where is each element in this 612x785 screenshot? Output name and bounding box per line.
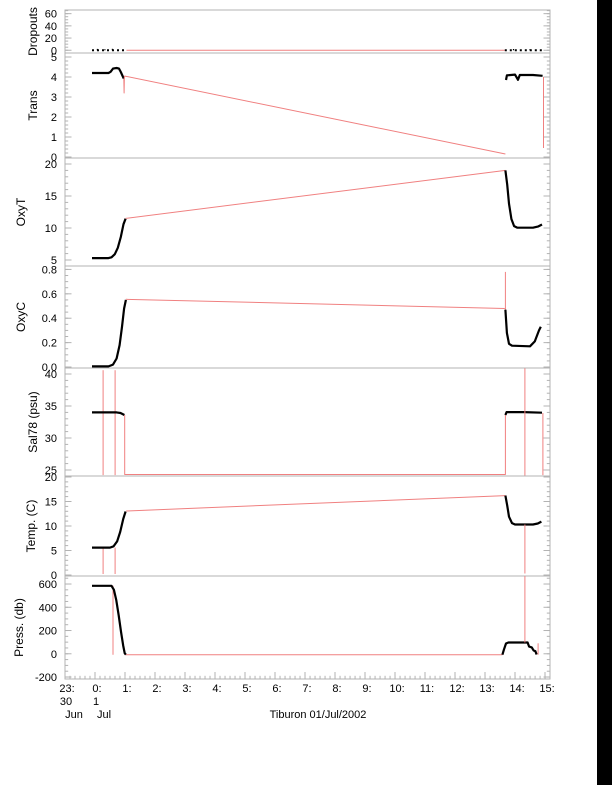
x-month-label: Jul: [97, 709, 111, 721]
y-axis-title-sal78-psu: Sal78 (psu): [26, 391, 40, 452]
x-tick-label: 10:: [389, 683, 404, 695]
series-trans-dive1-black: [92, 66, 125, 80]
x-tick-label: 7:: [302, 683, 311, 695]
y-tick-label: 0.0: [42, 362, 57, 374]
y-tick-label: 10: [45, 521, 57, 533]
x-tick-label: 0:: [92, 683, 101, 695]
x-tick-label: 15:: [539, 683, 554, 695]
panel-box-temp-c: [64, 475, 551, 577]
y-tick-label: 200: [39, 626, 57, 638]
y-tick-label: 5: [51, 546, 57, 558]
y-tick-label: 0: [51, 649, 57, 661]
series-temp-dive2-black: [504, 495, 542, 526]
series-temp-dive1-black: [92, 511, 127, 549]
x-tick-label: 3:: [182, 683, 191, 695]
y-axis-title-oxyc: OxyC: [14, 302, 28, 332]
y-tick-label: 20: [45, 472, 57, 484]
y-axis-title-trans: Trans: [26, 90, 40, 120]
series-trans-transit-red: [124, 75, 506, 155]
x-tick-label: 4:: [212, 683, 221, 695]
y-tick-label: 0.8: [42, 264, 57, 276]
y-tick-label: 15: [45, 496, 57, 508]
screen-right-edge-strip: [597, 0, 612, 785]
series-trans-spike-red: [123, 75, 125, 94]
series-oxyc-dive1-black: [92, 299, 127, 368]
series-sal-transit-red: [124, 414, 506, 475]
y-tick-label: 4: [51, 72, 57, 84]
x-tick-label: 6:: [272, 683, 281, 695]
y-tick-label: 0: [51, 570, 57, 582]
series-press-dive2-black: [501, 641, 538, 656]
y-tick-label: 0: [51, 45, 57, 57]
panel-box-sal78-psu: [64, 367, 551, 477]
y-tick-label: 3: [51, 92, 57, 104]
series-oxyc-transit-red: [125, 298, 505, 309]
series-oxyt-transit-red: [125, 169, 506, 219]
y-axis-title-oxyt: OxyT: [14, 197, 28, 226]
x-day-label: 30: [60, 696, 72, 708]
y-tick-label: 5: [51, 255, 57, 267]
y-tick-label: 2: [51, 112, 57, 124]
series-oxyc-dive2-black: [504, 309, 542, 348]
y-tick-label: 0.4: [42, 313, 57, 325]
x-tick-label: 12:: [449, 683, 464, 695]
x-tick-label: 14:: [509, 683, 524, 695]
x-month-label: Jun: [65, 709, 83, 721]
y-tick-label: 5: [51, 52, 57, 64]
x-day-label: 1: [93, 696, 99, 708]
series-oxyt-dive2-black: [504, 170, 543, 229]
y-tick-label: 0.2: [42, 338, 57, 350]
panel-box-oxyc: [64, 265, 551, 369]
chart-title: Tiburon 01/Jul/2002: [269, 709, 367, 721]
series-temp-transit-red: [126, 495, 506, 512]
x-tick-label: 11:: [420, 683, 434, 695]
x-tick-label: 23:: [59, 683, 74, 695]
y-tick-label: 0.6: [42, 289, 57, 301]
panel-box-dropouts: [64, 9, 551, 54]
series-sal-dive2-black: [504, 411, 543, 416]
y-tick-label: 600: [39, 579, 57, 591]
x-tick-label: 2:: [152, 683, 161, 695]
y-tick-label: 30: [45, 433, 57, 445]
y-axis-title-dropouts: Dropouts: [26, 7, 40, 56]
y-tick-label: 15: [45, 191, 57, 203]
y-tick-label: 40: [45, 21, 57, 33]
x-tick-label: 9:: [362, 683, 371, 695]
y-tick-label: 0: [51, 152, 57, 164]
x-tick-label: 13:: [479, 683, 494, 695]
panel-box-press-db: [64, 575, 551, 680]
series-press-dive1-black: [92, 584, 127, 656]
y-tick-label: 20: [45, 159, 57, 171]
y-tick-label: 25: [45, 465, 57, 477]
y-tick-label: 20: [45, 33, 57, 45]
y-tick-label: -200: [35, 672, 57, 684]
series-trans-dive2-black: [504, 73, 543, 81]
y-axis-title-press-db: Press. (db): [12, 598, 26, 657]
x-tick-label: 1:: [122, 683, 131, 695]
x-tick-label: 8:: [332, 683, 341, 695]
panel-box-trans: [64, 52, 551, 159]
y-tick-label: 60: [45, 9, 57, 21]
x-tick-label: 5:: [242, 683, 251, 695]
y-tick-label: 400: [39, 602, 57, 614]
y-axis-title-temp-c: Temp. (C): [24, 500, 38, 553]
series-sal-dive1-black: [92, 411, 125, 416]
y-tick-label: 10: [45, 223, 57, 235]
y-tick-label: 1: [51, 132, 57, 144]
series-oxyt-dive1-black: [92, 218, 127, 260]
y-tick-label: 40: [45, 369, 57, 381]
y-tick-label: 35: [45, 401, 57, 413]
